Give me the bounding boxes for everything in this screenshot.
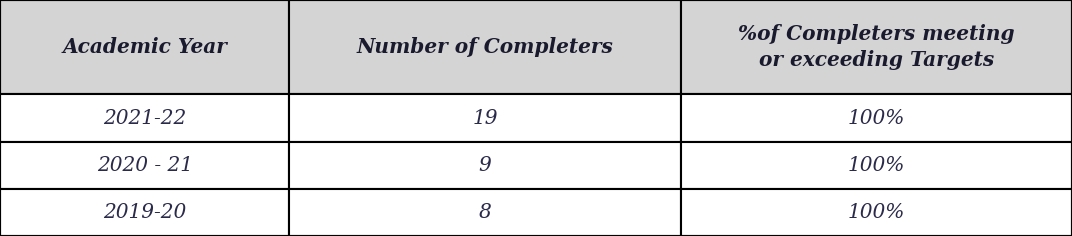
Bar xyxy=(0,94,289,142)
Bar xyxy=(681,189,1072,236)
Text: 2020 - 21: 2020 - 21 xyxy=(96,156,193,175)
Text: Academic Year: Academic Year xyxy=(62,37,227,57)
Text: 100%: 100% xyxy=(848,109,905,127)
Text: %of Completers meeting
or exceeding Targets: %of Completers meeting or exceeding Targ… xyxy=(738,24,1015,70)
Text: 9: 9 xyxy=(479,156,491,175)
Text: Number of Completers: Number of Completers xyxy=(357,37,613,57)
Bar xyxy=(681,0,1072,94)
Text: 19: 19 xyxy=(473,109,497,127)
Text: 100%: 100% xyxy=(848,156,905,175)
Text: 100%: 100% xyxy=(848,203,905,222)
Text: 2019-20: 2019-20 xyxy=(103,203,187,222)
Bar xyxy=(289,142,681,189)
Text: 2021-22: 2021-22 xyxy=(103,109,187,127)
Text: 8: 8 xyxy=(479,203,491,222)
Bar xyxy=(681,142,1072,189)
Bar xyxy=(681,94,1072,142)
Bar xyxy=(289,0,681,94)
Bar xyxy=(0,142,289,189)
Bar xyxy=(289,189,681,236)
Bar xyxy=(289,94,681,142)
Bar xyxy=(0,0,289,94)
Bar xyxy=(0,189,289,236)
